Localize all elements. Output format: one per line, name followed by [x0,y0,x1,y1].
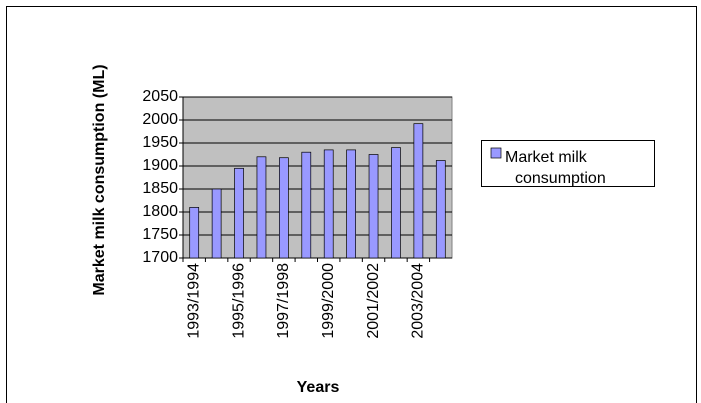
x-tick-label: 1999/2000 [320,263,337,339]
bar [346,149,356,259]
y-tick-label: 1850 [142,180,178,197]
x-tick-label: 1995/1996 [230,263,247,339]
bar [256,156,267,259]
legend-label: Market milk consumption [505,149,606,187]
y-tick-label: 1900 [142,157,178,174]
bar [368,154,379,259]
y-tick-label: 2050 [142,88,178,105]
chart-border [6,6,697,403]
bar [413,123,424,259]
bar [234,167,244,259]
bar [435,160,446,259]
bar [189,207,200,259]
y-tick-label: 1800 [142,203,178,220]
y-tick-label: 1750 [142,226,178,243]
plot-area [182,96,453,259]
x-tick-label: 1997/1998 [275,263,292,339]
bar [323,149,334,259]
x-tick-label: 1993/1994 [185,263,202,339]
x-tick-label: 2003/2004 [410,263,427,339]
y-tick-label: 2000 [142,111,178,128]
bar [279,157,289,259]
bar [211,188,222,259]
legend-box [481,140,655,187]
bar [301,151,312,259]
bar [391,147,401,259]
y-tick-label: 1950 [142,134,178,151]
x-axis-title: Years [297,379,340,396]
y-axis-title: Market milk consumption (ML) [91,64,108,295]
x-tick-label: 2001/2002 [365,263,382,339]
legend-swatch [490,147,502,159]
y-tick-label: 1700 [142,249,178,266]
